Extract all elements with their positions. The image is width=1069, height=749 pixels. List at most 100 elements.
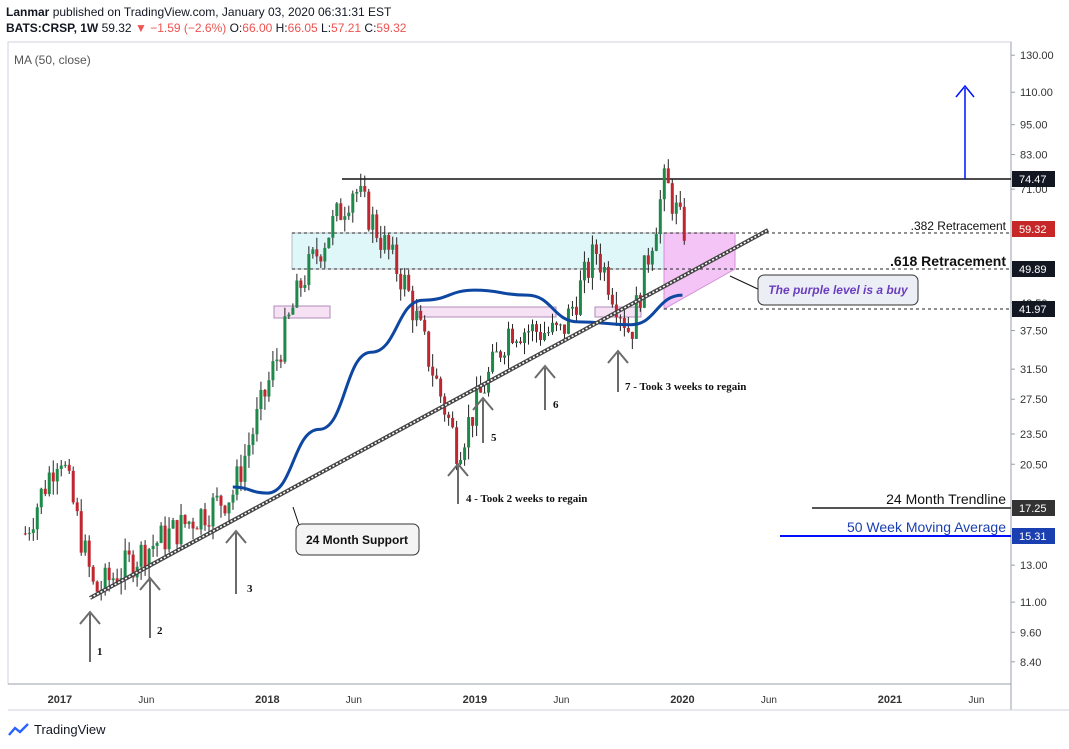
open-value: 66.00 <box>242 21 273 35</box>
price-label-box <box>1012 528 1055 544</box>
candle-down <box>606 267 610 295</box>
candle-down <box>407 274 411 291</box>
candle-down <box>562 324 566 334</box>
touch-label-3: 3 <box>247 583 253 595</box>
chart-header: Lanmar published on TradingView.com, Jan… <box>6 4 406 36</box>
price-axis[interactable]: 130.00110.0095.0083.0071.0042.5037.5031.… <box>1011 50 1054 669</box>
candle-up <box>459 459 463 464</box>
candle-down <box>339 203 343 220</box>
candle-down <box>626 327 630 332</box>
resistance-box-1 <box>273 305 331 319</box>
candle-down <box>95 581 99 592</box>
candle-down <box>219 495 223 506</box>
time-axis[interactable]: 2017 Jun 2018 Jun 2019 Jun 2020 Jun 2021 Jun <box>48 694 985 706</box>
candle-up <box>227 502 231 514</box>
candle-down <box>279 359 283 362</box>
candle-up <box>602 267 606 273</box>
candle-down <box>43 488 47 495</box>
symbol-label[interactable]: BATS:CRSP, 1W <box>6 21 99 35</box>
candle-down <box>586 261 590 278</box>
candle-down <box>367 191 371 230</box>
candle-down <box>315 249 319 257</box>
candle-up <box>347 212 351 217</box>
candle-up <box>634 295 638 339</box>
candle-down <box>554 322 558 326</box>
touch-arrows <box>79 349 629 662</box>
candle-up <box>531 324 535 332</box>
candle-down <box>610 294 614 305</box>
buy-callout-text: The purple level is a buy <box>768 283 909 297</box>
candle-down <box>670 183 674 214</box>
chart-pane[interactable] <box>7 41 1012 685</box>
candle-up <box>355 191 359 194</box>
candle-down <box>455 427 459 464</box>
trendline-inner <box>89 229 769 599</box>
indicator-label[interactable]: MA (50, close) <box>14 53 91 67</box>
candle-up <box>327 237 331 248</box>
candle-up <box>171 520 175 529</box>
candle-up <box>159 525 163 543</box>
candle-up <box>267 380 271 397</box>
candle-up <box>331 215 335 238</box>
touch-label-2: 2 <box>157 625 163 637</box>
footer-brand[interactable]: TradingView <box>8 722 106 737</box>
last-price: 59.32 <box>101 21 132 35</box>
candle-down <box>67 464 71 471</box>
candle-down <box>207 525 211 527</box>
candle-down <box>91 566 95 582</box>
candle-up <box>199 509 203 530</box>
candle-up <box>283 316 287 362</box>
candle-down <box>622 317 626 328</box>
candle-down <box>183 514 187 525</box>
candle-down <box>163 525 167 550</box>
price-label-text: 74.47 <box>1019 174 1047 186</box>
y-tick-label: 37.50 <box>1020 326 1048 338</box>
candle-down <box>127 550 131 555</box>
candle-up <box>550 322 554 333</box>
candle-down <box>75 502 79 512</box>
candle-down <box>439 378 443 397</box>
fib-618-label: .618 Retracement <box>890 253 1006 269</box>
touch-label-5: 5 <box>491 432 497 444</box>
author-name[interactable]: Lanmar <box>6 5 50 19</box>
candle-up <box>251 434 255 445</box>
candle-down <box>431 366 435 376</box>
y-tick-label: 71.00 <box>1020 184 1048 196</box>
candle-up <box>542 332 546 340</box>
candle-up <box>303 284 307 288</box>
candle-up <box>123 550 127 579</box>
x-tick-label: Jun <box>138 695 154 706</box>
candle-up <box>243 455 247 482</box>
x-tick-label: 2021 <box>878 694 902 706</box>
candle-down <box>319 256 323 262</box>
candle-up <box>139 544 143 567</box>
y-tick-label: 95.00 <box>1020 120 1048 132</box>
candle-up <box>179 514 183 545</box>
candle-up <box>343 216 347 220</box>
support-callout <box>295 523 420 556</box>
candle-up <box>155 542 159 546</box>
candle-up <box>255 408 259 435</box>
close-label: C: <box>364 21 377 35</box>
candle-down <box>299 280 303 288</box>
candle-down <box>666 168 670 184</box>
candle-up <box>335 203 339 216</box>
candle-up <box>231 494 235 503</box>
candle-up <box>507 328 511 356</box>
candle-up <box>467 417 471 448</box>
candle-down <box>499 351 503 358</box>
fib-zone <box>291 232 736 270</box>
candle-up <box>39 488 43 508</box>
candle-up <box>323 247 327 262</box>
trendline-legend-text: 24 Month Trendline <box>886 491 1006 507</box>
price-label-box <box>1012 221 1055 237</box>
candle-up <box>31 529 35 533</box>
candle-down <box>239 466 243 482</box>
candle-down <box>511 328 515 343</box>
candle-up <box>582 261 586 281</box>
candle-down <box>447 414 451 418</box>
publish-info: published on TradingView.com, January 03… <box>52 5 392 19</box>
price-label-text: 15.31 <box>1019 531 1047 543</box>
candle-up <box>271 361 275 381</box>
